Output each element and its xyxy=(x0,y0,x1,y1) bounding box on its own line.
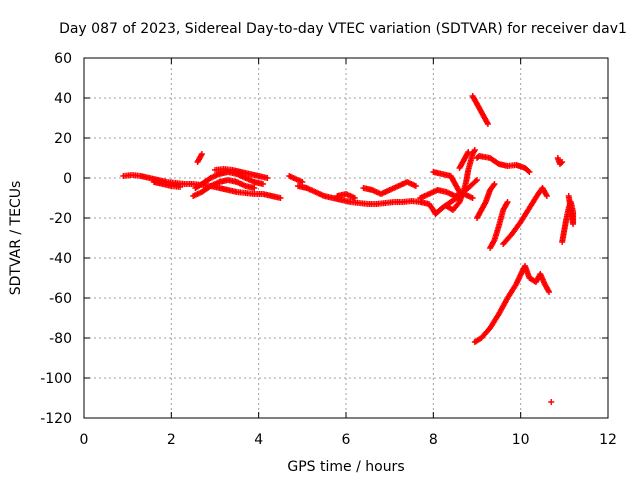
x-tick-label: 10 xyxy=(512,432,530,448)
x-tick-label: 6 xyxy=(342,432,351,448)
data-point xyxy=(491,181,498,187)
y-tick-label: -60 xyxy=(49,291,72,307)
data-point xyxy=(277,195,284,201)
x-axis-label: GPS time / hours xyxy=(287,459,404,475)
y-tick-label: 20 xyxy=(54,131,72,147)
data-point xyxy=(471,147,478,153)
chart-title: Day 087 of 2023, Sidereal Day-to-day VTE… xyxy=(59,21,627,37)
y-tick-label: 40 xyxy=(54,91,72,107)
x-tick-label: 12 xyxy=(599,432,617,448)
y-tick-label: 60 xyxy=(54,51,72,67)
y-tick-label: -100 xyxy=(40,371,72,387)
data-point xyxy=(490,182,497,189)
data-point xyxy=(469,195,476,201)
data-point xyxy=(198,151,205,157)
y-tick-label: 0 xyxy=(63,171,72,187)
data-point xyxy=(264,175,271,181)
data-point xyxy=(494,160,501,167)
grid-lines xyxy=(84,58,608,418)
axis-ticks xyxy=(83,57,609,419)
data-point xyxy=(412,183,419,189)
data-point xyxy=(558,160,565,166)
x-tick-label: 0 xyxy=(80,432,89,448)
data-point xyxy=(525,168,532,174)
y-tick-label: -40 xyxy=(49,251,72,267)
data-point xyxy=(546,289,553,295)
data-point xyxy=(351,195,358,201)
x-tick-labels: 0 2 4 6 8 10 12 xyxy=(80,432,617,448)
x-tick-label: 2 xyxy=(167,432,176,448)
data-point xyxy=(484,121,491,127)
y-tick-label: -80 xyxy=(49,331,72,347)
data-point xyxy=(504,199,511,205)
y-axis-label: SDTVAR / TECUs xyxy=(8,181,24,296)
data-point xyxy=(559,159,566,165)
y-tick-label: -120 xyxy=(40,411,72,427)
data-point xyxy=(543,193,550,199)
x-tick-label: 4 xyxy=(254,432,263,448)
data-point xyxy=(526,169,533,175)
x-tick-label: 8 xyxy=(429,432,438,448)
data-point xyxy=(548,399,555,405)
data-point xyxy=(260,181,267,187)
data-point xyxy=(465,149,472,155)
data-point xyxy=(177,184,184,190)
y-tick-label: -20 xyxy=(49,211,72,227)
data-points xyxy=(120,93,577,405)
data-point xyxy=(474,177,480,183)
data-point xyxy=(472,178,479,185)
data-point xyxy=(565,193,572,199)
y-tick-labels: 60 40 20 0 -20 -40 -60 -80 -100 -120 xyxy=(40,51,72,427)
data-point xyxy=(251,185,258,191)
